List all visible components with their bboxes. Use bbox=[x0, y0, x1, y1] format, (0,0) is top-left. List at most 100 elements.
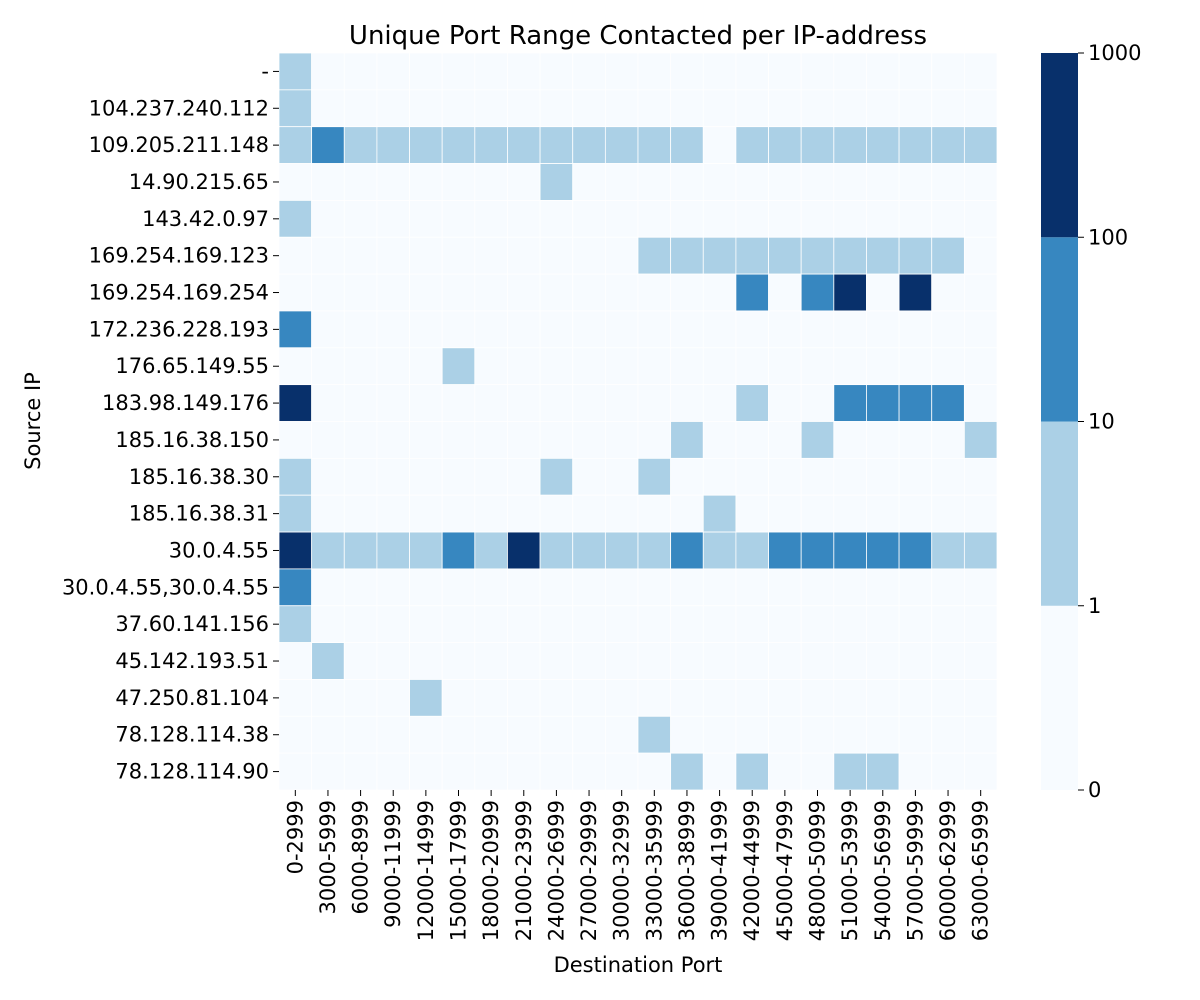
heatmap-cell bbox=[833, 605, 867, 643]
heatmap-cell bbox=[833, 457, 867, 496]
heatmap-cell bbox=[278, 752, 313, 791]
heatmap-cell bbox=[833, 199, 867, 238]
x-tick-label: 51000-53999 bbox=[838, 800, 862, 941]
heatmap-cell bbox=[931, 126, 965, 164]
heatmap-cell bbox=[539, 494, 574, 533]
heatmap-cell bbox=[311, 568, 345, 607]
heatmap-cell bbox=[278, 494, 313, 533]
heatmap-cell bbox=[735, 457, 769, 496]
heatmap-cell bbox=[963, 236, 998, 275]
heatmap-cell bbox=[409, 347, 443, 386]
y-tick-label: 30.0.4.55 bbox=[169, 538, 269, 562]
heatmap-cell bbox=[866, 199, 900, 238]
heatmap-cell bbox=[507, 52, 541, 91]
heatmap-cell bbox=[311, 384, 345, 422]
heatmap-cell bbox=[539, 679, 574, 717]
heatmap-cell bbox=[604, 347, 639, 386]
heatmap-cell bbox=[768, 52, 802, 91]
heatmap-cell bbox=[735, 199, 769, 238]
heatmap-cell bbox=[931, 568, 965, 607]
heatmap-cell bbox=[311, 163, 345, 201]
heatmap-cell bbox=[898, 89, 933, 128]
heatmap-cell bbox=[539, 642, 574, 680]
heatmap-cell bbox=[702, 199, 737, 238]
heatmap-cell bbox=[409, 236, 443, 275]
heatmap-cell bbox=[604, 310, 639, 349]
heatmap-cell bbox=[409, 642, 443, 680]
heatmap-cell bbox=[376, 605, 410, 643]
heatmap-cell bbox=[735, 273, 769, 312]
heatmap-cell bbox=[376, 384, 410, 422]
heatmap-cell bbox=[931, 605, 965, 643]
heatmap-cell bbox=[572, 310, 606, 349]
heatmap-cell bbox=[409, 752, 443, 791]
heatmap-cell bbox=[898, 163, 933, 201]
heatmap-cell bbox=[866, 568, 900, 607]
heatmap-cell bbox=[278, 679, 313, 717]
heatmap-cell bbox=[768, 457, 802, 496]
heatmap-cell bbox=[539, 715, 574, 754]
heatmap-cell bbox=[866, 642, 900, 680]
heatmap-cell bbox=[539, 384, 574, 422]
x-tick-label: 48000-50999 bbox=[806, 800, 830, 941]
heatmap-cell bbox=[409, 199, 443, 238]
heatmap-cell bbox=[311, 273, 345, 312]
heatmap-cell bbox=[474, 715, 508, 754]
x-tick-label: 63000-65999 bbox=[969, 800, 993, 941]
heatmap-cell bbox=[637, 89, 672, 128]
heatmap-cell bbox=[735, 752, 769, 791]
heatmap-cell bbox=[833, 163, 867, 201]
heatmap-cell bbox=[507, 715, 541, 754]
heatmap-cell bbox=[474, 89, 508, 128]
heatmap-cell bbox=[735, 494, 769, 533]
x-axis-tick-labels: 0-2999 3000-5999 6000-8999 9000-11999 12000-… bbox=[283, 790, 993, 941]
heatmap-cell bbox=[572, 421, 606, 459]
heatmap-cell bbox=[376, 126, 410, 164]
heatmap-cell bbox=[539, 752, 574, 791]
x-tick-label: 30000-32999 bbox=[610, 800, 634, 941]
heatmap-cell bbox=[702, 494, 737, 533]
heatmap-cell bbox=[768, 384, 802, 422]
heatmap-cell bbox=[376, 457, 410, 496]
heatmap-cell bbox=[539, 199, 574, 238]
heatmap-cell bbox=[311, 752, 345, 791]
heatmap-cell bbox=[898, 273, 933, 312]
heatmap-cell bbox=[833, 531, 867, 570]
y-tick-label: 176.65.149.55 bbox=[115, 354, 269, 378]
heatmap-cell bbox=[441, 310, 476, 349]
heatmap-cell bbox=[507, 126, 541, 164]
heatmap-cell bbox=[343, 236, 378, 275]
heatmap-cell bbox=[833, 310, 867, 349]
heatmap-cell bbox=[474, 236, 508, 275]
heatmap-cell bbox=[637, 605, 672, 643]
heatmap-cell bbox=[735, 236, 769, 275]
heatmap-cell bbox=[735, 126, 769, 164]
heatmap-cell bbox=[735, 384, 769, 422]
heatmap-cell bbox=[539, 605, 574, 643]
heatmap-cell bbox=[278, 89, 313, 128]
heatmap-cell bbox=[376, 679, 410, 717]
heatmap-cell bbox=[507, 310, 541, 349]
heatmap-cell bbox=[931, 273, 965, 312]
heatmap-cell bbox=[507, 679, 541, 717]
heatmap-cell bbox=[702, 605, 737, 643]
x-tick-label: 54000-56999 bbox=[871, 800, 895, 941]
heatmap-cell bbox=[670, 752, 704, 791]
heatmap-cell bbox=[539, 89, 574, 128]
heatmap-cell bbox=[343, 642, 378, 680]
x-tick-label: 60000-62999 bbox=[936, 800, 960, 941]
heatmap-cell bbox=[343, 457, 378, 496]
heatmap-cell bbox=[637, 531, 672, 570]
heatmap-cell bbox=[376, 89, 410, 128]
heatmap-cell bbox=[311, 494, 345, 533]
heatmap-cell bbox=[931, 236, 965, 275]
heatmap-cell bbox=[702, 52, 737, 91]
heatmap-cell bbox=[833, 494, 867, 533]
y-tick-label: 183.98.149.176 bbox=[102, 391, 269, 415]
heatmap-cell bbox=[572, 236, 606, 275]
heatmap-cell bbox=[931, 752, 965, 791]
heatmap-cell bbox=[441, 642, 476, 680]
heatmap-cell bbox=[768, 605, 802, 643]
heatmap-cell bbox=[898, 199, 933, 238]
heatmap-cell bbox=[670, 494, 704, 533]
